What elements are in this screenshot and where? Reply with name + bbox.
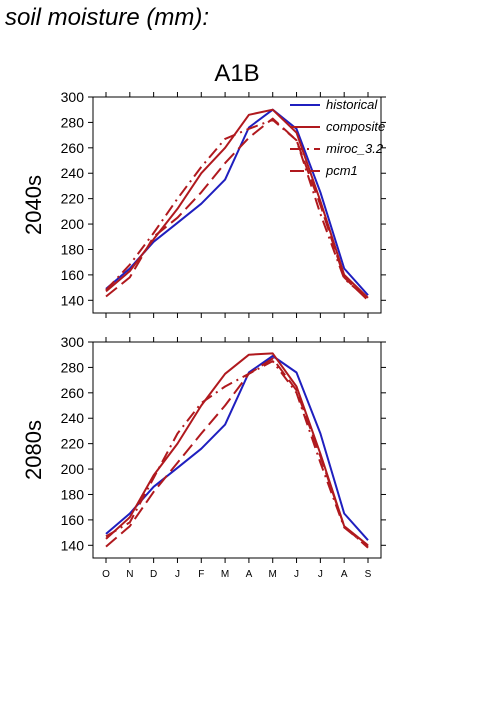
- y-tick-label: 180: [61, 486, 85, 502]
- y-tick-label: 160: [61, 512, 85, 528]
- x-tick-label: J: [318, 569, 323, 580]
- x-tick-label: M: [269, 569, 277, 580]
- plot-frame: [92, 341, 382, 559]
- y-tick-label: 220: [61, 436, 85, 452]
- y-tick-label: 140: [61, 292, 85, 308]
- x-tick-label: N: [126, 569, 133, 580]
- x-tick-label: M: [221, 569, 229, 580]
- legend: historical composite miroc_3.2 pcm1: [290, 97, 385, 178]
- y-tick-label: 140: [61, 537, 85, 553]
- x-tick-label: A: [341, 569, 348, 580]
- x-tick-label: D: [150, 569, 157, 580]
- panel-label: 2080s: [21, 420, 46, 480]
- y-tick-label: 280: [61, 114, 85, 130]
- x-tick-label: O: [102, 569, 110, 580]
- y-tick-label: 280: [61, 359, 85, 375]
- y-tick-label: 300: [61, 89, 85, 105]
- x-tick-label: J: [175, 569, 180, 580]
- y-tick-label: 200: [61, 461, 85, 477]
- series-line-pcm1: [105, 117, 369, 302]
- y-tick-label: 260: [61, 385, 85, 401]
- x-tick-label: S: [365, 569, 372, 580]
- series-line-historical: [105, 355, 369, 541]
- plot-frame: [92, 96, 382, 314]
- y-tick-label: 260: [61, 140, 85, 156]
- series-line-miroc-3-2: [105, 118, 369, 300]
- legend-label: composite: [326, 119, 385, 134]
- x-tick-label: A: [246, 569, 253, 580]
- x-tick-label: J: [294, 569, 299, 580]
- series-line-pcm1: [105, 357, 369, 549]
- legend-label: miroc_3.2: [326, 141, 384, 156]
- y-tick-label: 220: [61, 191, 85, 207]
- x-tick-label: F: [198, 569, 204, 580]
- series-line-historical: [105, 108, 369, 296]
- panels-layer: 140 160 180 200 220 240 260 280 300 2040s historic…: [21, 89, 386, 580]
- y-tick-label: 240: [61, 410, 85, 426]
- series-line-composite: [105, 108, 369, 299]
- y-tick-label: 200: [61, 216, 85, 232]
- y-tick-label: 160: [61, 267, 85, 283]
- series-line-composite: [105, 352, 369, 547]
- panel-label: 2040s: [21, 175, 46, 235]
- series-line-miroc-3-2: [105, 360, 369, 548]
- legend-label: historical: [326, 97, 378, 112]
- y-tick-label: 180: [61, 241, 85, 257]
- page-title: soil moisture (mm):: [5, 4, 210, 31]
- legend-label: pcm1: [325, 163, 358, 178]
- panel-2080s: 140 160 180 200 220 240 260 280 300 O N D J F M A M J J A S 2…: [21, 334, 386, 580]
- panel-2040s: 140 160 180 200 220 240 260 280 300 2040s historic…: [21, 89, 386, 318]
- y-tick-label: 240: [61, 165, 85, 181]
- scenario-title: A1B: [214, 60, 259, 87]
- y-tick-label: 300: [61, 334, 85, 350]
